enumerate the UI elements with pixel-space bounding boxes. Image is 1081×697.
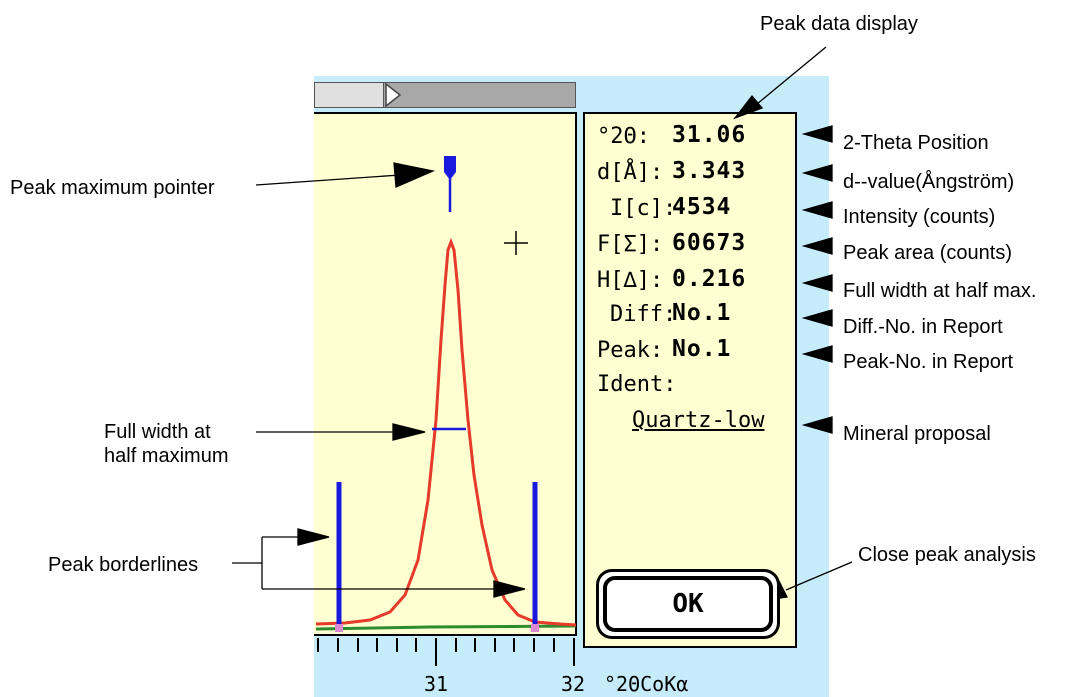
value-intensity: 4534 bbox=[672, 194, 732, 220]
label-intensity: I[c]: bbox=[610, 196, 677, 221]
label-peak: Peak: bbox=[597, 338, 664, 363]
callout-two-theta: 2-Theta Position bbox=[843, 132, 989, 154]
mineral-proposal-link[interactable]: Quartz-low bbox=[632, 408, 765, 433]
scrollbar-arrow-icon[interactable] bbox=[384, 82, 404, 108]
callout-peak-data-display: Peak data display bbox=[760, 13, 918, 35]
callout-d-value: d--value(Ångström) bbox=[843, 171, 1015, 193]
peak-max-pointer-icon[interactable] bbox=[444, 156, 456, 180]
value-fwhm: 0.216 bbox=[672, 266, 747, 292]
label-two-theta: °2Θ: bbox=[597, 124, 650, 149]
callout-mineral-proposal: Mineral proposal bbox=[843, 423, 991, 445]
axis-unit-label: °2ΘCoKα bbox=[604, 672, 689, 696]
callout-fwhm-line2: half maximum bbox=[104, 445, 229, 467]
value-peak: No.1 bbox=[672, 336, 732, 362]
callout-peak-max-pointer: Peak maximum pointer bbox=[10, 177, 215, 199]
label-fwhm: H[∆]: bbox=[597, 268, 664, 293]
label-d-value: d[Å]: bbox=[597, 160, 664, 185]
label-peak-area: F[Σ]: bbox=[597, 232, 664, 257]
callout-intensity: Intensity (counts) bbox=[843, 206, 996, 228]
peak-profile bbox=[315, 237, 577, 627]
callout-peak-no: Peak-No. in Report bbox=[843, 351, 1014, 373]
ok-button[interactable]: OK bbox=[603, 576, 773, 632]
callout-full-width: Full width at half max. bbox=[843, 280, 1037, 302]
callout-diff-no: Diff.-No. in Report bbox=[843, 316, 1003, 338]
background-line bbox=[315, 624, 577, 631]
value-diff: No.1 bbox=[672, 300, 732, 326]
value-two-theta: 31.06 bbox=[672, 122, 747, 148]
callout-peak-borderlines: Peak borderlines bbox=[48, 554, 199, 576]
x-axis-ticks bbox=[317, 638, 575, 666]
value-d-value: 3.343 bbox=[672, 158, 747, 184]
value-peak-area: 60673 bbox=[672, 230, 747, 256]
tick-label-32: 32 bbox=[561, 672, 586, 696]
peak-data-panel bbox=[583, 112, 797, 648]
scrollbar-thumb[interactable] bbox=[314, 82, 384, 108]
label-diff: Diff: bbox=[610, 302, 677, 327]
callout-peak-area: Peak area (counts) bbox=[843, 242, 1012, 264]
label-ident: Ident: bbox=[597, 372, 677, 397]
callout-close-peak-analysis: Close peak analysis bbox=[858, 544, 1036, 566]
crosshair-cursor-icon bbox=[504, 231, 528, 255]
callout-fwhm-line1: Full width at bbox=[104, 421, 211, 443]
callout-arrows bbox=[232, 46, 853, 603]
tick-label-31: 31 bbox=[424, 672, 449, 696]
